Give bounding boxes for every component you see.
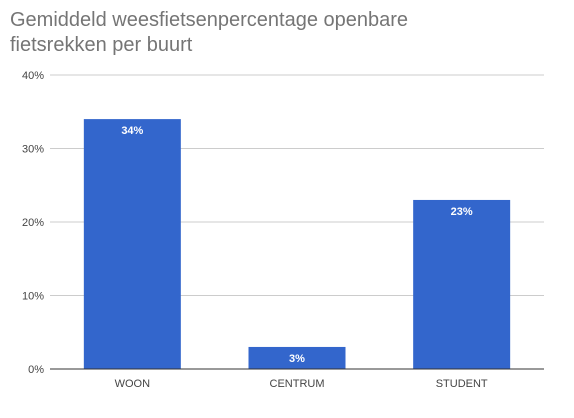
y-tick-label: 0% xyxy=(28,364,44,376)
y-tick-label: 30% xyxy=(22,144,44,156)
y-tick-label: 10% xyxy=(22,291,44,303)
bar-woon xyxy=(83,119,181,369)
bars xyxy=(83,119,511,369)
x-tick-label-student: STUDENT xyxy=(436,378,488,390)
chart-title: Gemiddeld weesfietsenpercentage openbare… xyxy=(10,9,409,56)
bar-student xyxy=(413,199,511,369)
y-tick-label: 20% xyxy=(22,217,44,229)
y-tick-label: 40% xyxy=(22,70,44,82)
data-label-centrum: 3% xyxy=(289,353,305,365)
data-label-woon: 34% xyxy=(121,125,143,137)
x-axis-ticks: WOON CENTRUM STUDENT xyxy=(115,378,488,390)
x-tick-label-woon: WOON xyxy=(115,378,150,390)
bar-centrum xyxy=(248,346,346,369)
data-label-student: 23% xyxy=(451,206,473,218)
x-tick-label-centrum: CENTRUM xyxy=(270,378,325,390)
y-axis-ticks: 0% 10% 20% 30% 40% xyxy=(22,70,44,376)
data-labels: 34% 3% 23% xyxy=(121,125,473,365)
